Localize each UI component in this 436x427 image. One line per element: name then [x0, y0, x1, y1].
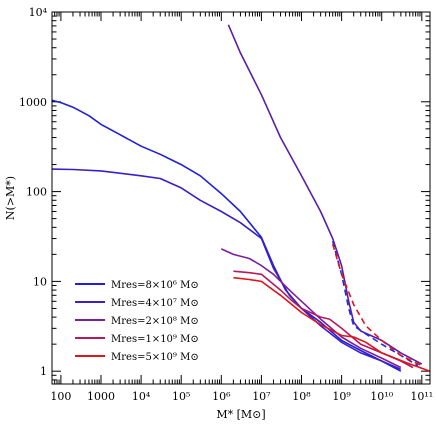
x-tick-label: 10⁹ [332, 390, 351, 403]
plot-frame [51, 11, 431, 385]
x-tick-label: 1000 [87, 390, 115, 403]
x-tick-label: 10⁷ [252, 390, 271, 403]
series-line-1 [51, 168, 402, 371]
y-axis-title: N(>M*) [4, 176, 17, 220]
y-tick-label: 10 [33, 275, 47, 288]
y-tick-label: 100 [26, 186, 47, 199]
y-tick-label: 1000 [19, 96, 47, 109]
legend-label: Mres=2×10⁸ M⊙ [111, 316, 199, 327]
series-line-6 [331, 240, 419, 367]
legend-label: Mres=4×10⁷ M⊙ [111, 298, 199, 309]
legend: Mres=8×10⁶ M⊙ Mres=4×10⁷ M⊙ Mres=2×10⁸ M⊙ M… [75, 280, 199, 363]
y-tick-label: 1 [40, 365, 47, 378]
series-line-5 [227, 24, 423, 365]
x-tick-label: 100 [50, 390, 71, 403]
x-tick-label: 10⁵ [172, 390, 190, 403]
series-line-4 [233, 276, 431, 372]
x-tick-label: 10¹¹ [410, 390, 433, 403]
legend-label: Mres=1×10⁹ M⊙ [111, 334, 199, 345]
y-tick-label: 10⁴ [29, 6, 48, 19]
legend-label: Mres=8×10⁶ M⊙ [111, 280, 199, 291]
tick-labels-group: 100 1000 10⁴ 10⁵ 10⁶ 10⁷ 10⁸ 10⁹ 10¹⁰ 10¹¹ 1 10 100 1… [19, 6, 433, 403]
legend-label: Mres=5×10⁹ M⊙ [111, 352, 199, 363]
series-line-7 [331, 243, 423, 367]
series-line-2 [220, 248, 402, 369]
x-axis-title: M* [M⊙] [216, 408, 265, 421]
x-tick-label: 10⁸ [292, 390, 311, 403]
series-group [51, 24, 431, 372]
series-line-0 [51, 99, 402, 372]
ticks-group [51, 11, 430, 384]
x-tick-label: 10⁶ [212, 390, 231, 403]
x-tick-label: 10⁴ [132, 390, 151, 403]
x-tick-label: 10¹⁰ [370, 390, 393, 403]
